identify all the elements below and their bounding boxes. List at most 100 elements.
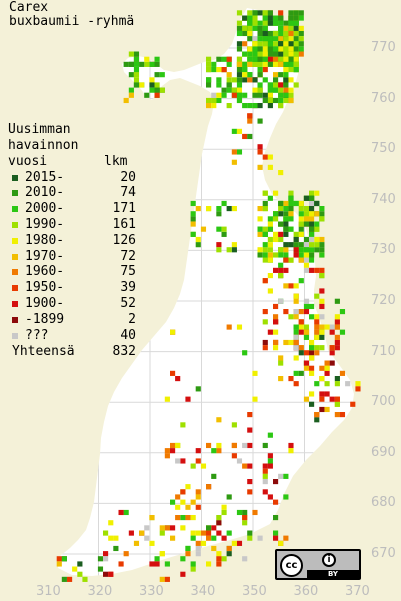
occurrence-square xyxy=(288,77,294,83)
occurrence-square xyxy=(267,463,273,469)
occurrence-square xyxy=(133,56,140,62)
cc-by-license-badge[interactable]: cc i BY xyxy=(275,549,361,580)
occurrence-square xyxy=(200,226,207,232)
occurrence-square xyxy=(82,576,88,582)
occurrence-square xyxy=(144,92,150,98)
occurrence-square xyxy=(303,365,310,371)
legend-swatch xyxy=(12,237,18,244)
occurrence-square xyxy=(226,56,232,62)
occurrence-square xyxy=(236,324,243,330)
y-axis-label: 720 xyxy=(371,293,396,308)
occurrence-square xyxy=(154,87,160,93)
occurrence-square xyxy=(221,92,227,98)
occurrence-square xyxy=(273,87,279,93)
occurrence-square xyxy=(267,288,273,294)
legend-columns: vuosi lkm xyxy=(8,154,127,170)
occurrence-square xyxy=(190,231,196,237)
occurrence-square xyxy=(262,36,268,42)
occurrence-square xyxy=(324,406,330,413)
occurrence-square xyxy=(283,41,289,47)
occurrence-square xyxy=(319,391,325,397)
occurrence-square xyxy=(97,566,104,572)
cc-icon: cc xyxy=(280,554,303,577)
occurrence-square xyxy=(262,56,268,62)
occurrence-square xyxy=(283,200,289,207)
occurrence-square xyxy=(252,396,258,402)
occurrence-square xyxy=(273,314,279,320)
occurrence-square xyxy=(195,206,201,212)
x-axis-label: 320 xyxy=(87,584,113,599)
occurrence-square xyxy=(288,448,294,454)
occurrence-square xyxy=(128,92,134,98)
occurrence-square xyxy=(144,535,150,541)
occurrence-square xyxy=(319,329,325,335)
occurrence-square xyxy=(236,82,243,88)
occurrence-square xyxy=(113,545,119,552)
occurrence-square xyxy=(293,82,299,88)
occurrence-square xyxy=(273,535,279,541)
occurrence-square xyxy=(334,314,340,320)
occurrence-square xyxy=(252,370,258,376)
occurrence-square xyxy=(190,561,196,567)
legend-swatch xyxy=(12,300,18,307)
occurrence-square xyxy=(206,561,212,567)
occurrence-square xyxy=(314,267,320,273)
occurrence-square xyxy=(319,303,325,310)
occurrence-square xyxy=(283,30,289,37)
occurrence-square xyxy=(319,267,325,273)
occurrence-square xyxy=(319,211,325,217)
occurrence-square xyxy=(236,72,243,78)
occurrence-square xyxy=(200,540,207,546)
occurrence-square xyxy=(273,56,279,62)
occurrence-square xyxy=(278,25,284,31)
occurrence-square xyxy=(190,499,196,505)
occurrence-square xyxy=(236,509,243,516)
occurrence-square xyxy=(293,200,299,207)
occurrence-square xyxy=(262,190,268,196)
occurrence-square xyxy=(309,339,315,346)
occurrence-square xyxy=(247,133,253,140)
occurrence-square xyxy=(175,504,181,510)
occurrence-square xyxy=(236,10,243,16)
occurrence-square xyxy=(314,314,320,320)
occurrence-square xyxy=(216,561,222,567)
occurrence-square xyxy=(283,97,289,104)
occurrence-square xyxy=(247,77,253,83)
occurrence-square xyxy=(273,97,279,104)
occurrence-square xyxy=(159,72,165,78)
legend-row: 1960- 75 xyxy=(8,264,136,280)
occurrence-square xyxy=(231,206,237,212)
legend-rows: 2015- 20 2010- 74 2000- 171 1990- 161 1980- 126 19… xyxy=(8,170,136,344)
occurrence-square xyxy=(262,226,268,232)
occurrence-square xyxy=(293,247,299,253)
occurrence-square xyxy=(267,61,273,67)
occurrence-square xyxy=(216,520,222,526)
occurrence-square xyxy=(206,82,212,88)
occurrence-square xyxy=(236,61,243,67)
occurrence-square xyxy=(242,133,248,140)
occurrence-square xyxy=(319,406,325,413)
occurrence-square xyxy=(108,571,114,577)
occurrence-square xyxy=(154,61,160,67)
occurrence-square xyxy=(170,329,176,335)
occurrence-square xyxy=(309,267,315,273)
occurrence-square xyxy=(278,36,284,42)
occurrence-square xyxy=(329,350,335,356)
occurrence-square xyxy=(303,247,310,253)
occurrence-square xyxy=(293,15,299,21)
occurrence-square xyxy=(257,20,263,26)
occurrence-square xyxy=(303,221,310,227)
occurrence-square xyxy=(288,20,294,26)
occurrence-square xyxy=(339,309,346,315)
occurrence-square xyxy=(139,530,145,536)
occurrence-square xyxy=(180,571,186,577)
occurrence-square xyxy=(128,72,134,78)
occurrence-square xyxy=(303,252,310,258)
occurrence-square xyxy=(273,77,279,83)
occurrence-square xyxy=(113,535,119,541)
occurrence-square xyxy=(216,417,222,423)
occurrence-square xyxy=(329,324,335,330)
legend-row: 1980- 126 xyxy=(8,233,136,249)
occurrence-square xyxy=(170,448,176,454)
occurrence-square xyxy=(236,41,243,47)
